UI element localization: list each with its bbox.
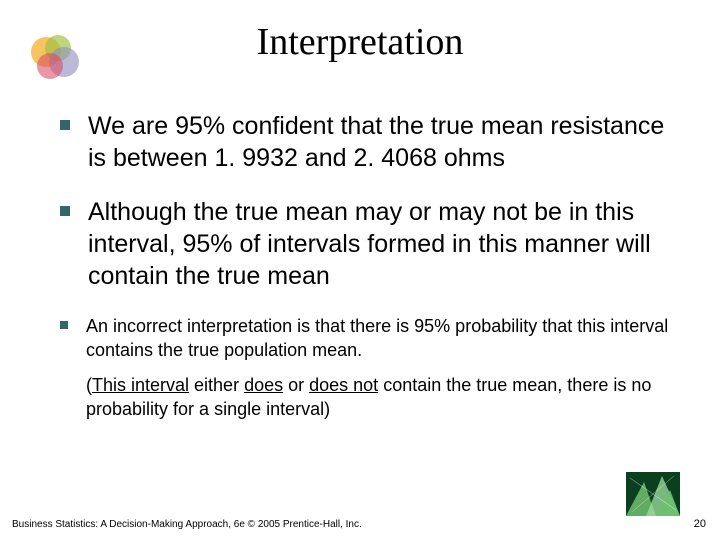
underline-phrase: does not <box>309 375 378 395</box>
bullet-text: An incorrect interpretation is that ther… <box>86 314 680 363</box>
bullet-item: An incorrect interpretation is that ther… <box>60 314 680 363</box>
bullet-marker-icon <box>60 206 70 216</box>
plain-text: or <box>283 375 309 395</box>
bullet-marker-icon <box>60 120 70 130</box>
sub-note: (This interval either does or does not c… <box>86 373 680 422</box>
corner-decorative-icon <box>626 472 680 516</box>
page-number: 20 <box>694 518 706 530</box>
bullet-item: Although the true mean may or may not be… <box>60 196 680 292</box>
bullet-text: Although the true mean may or may not be… <box>88 196 680 292</box>
footer-copyright: Business Statistics: A Decision-Making A… <box>12 519 362 530</box>
bullet-item: We are 95% confident that the true mean … <box>60 110 680 174</box>
underline-phrase: This interval <box>92 375 189 395</box>
slide: Interpretation We are 95% confident that… <box>0 0 720 540</box>
slide-title: Interpretation <box>0 20 720 64</box>
bullet-marker-icon <box>60 321 68 329</box>
content-area: We are 95% confident that the true mean … <box>60 110 680 421</box>
bullet-text: We are 95% confident that the true mean … <box>88 110 680 174</box>
plain-text: either <box>189 375 244 395</box>
underline-phrase: does <box>244 375 283 395</box>
